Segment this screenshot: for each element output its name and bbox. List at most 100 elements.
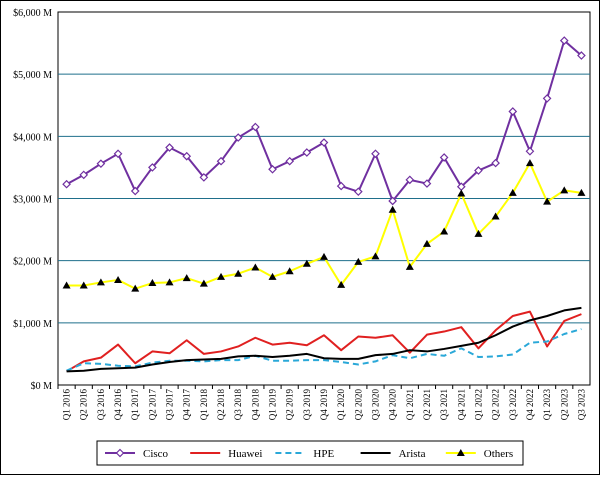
x-tick-label: Q3 2022 bbox=[508, 389, 518, 420]
x-tick-label: Q4 2019 bbox=[319, 389, 329, 421]
data-point bbox=[268, 164, 277, 174]
data-point bbox=[96, 278, 105, 286]
x-tick-label: Q1 2021 bbox=[405, 389, 415, 420]
legend-marker bbox=[456, 449, 465, 456]
data-point bbox=[542, 94, 552, 103]
data-point bbox=[543, 197, 552, 205]
data-point bbox=[268, 272, 277, 280]
data-point bbox=[388, 205, 397, 213]
legend-label: Others bbox=[484, 448, 513, 460]
x-tick-label: Q1 2023 bbox=[542, 389, 552, 421]
y-tick-label: $0 M bbox=[31, 381, 53, 392]
data-point bbox=[422, 179, 432, 188]
x-tick-label: Q1 2018 bbox=[199, 389, 209, 421]
data-point bbox=[79, 170, 89, 180]
data-point bbox=[233, 133, 243, 142]
x-tick-label: Q3 2021 bbox=[439, 389, 449, 420]
data-point bbox=[217, 272, 226, 280]
data-point bbox=[525, 146, 535, 156]
data-point bbox=[440, 227, 449, 235]
x-tick-label: Q3 2016 bbox=[96, 389, 106, 421]
x-tick-label: Q3 2018 bbox=[233, 389, 243, 421]
series-layer bbox=[62, 36, 586, 373]
axis-layer: $0 M $1,000 M $2,000 M $3,000 M $4,000 M $5,0… bbox=[13, 8, 586, 420]
data-point bbox=[320, 252, 328, 260]
data-point bbox=[354, 257, 363, 265]
data-point bbox=[148, 279, 157, 287]
y-tick-label: $4,000 M bbox=[13, 132, 52, 143]
legend-label: Cisco bbox=[143, 448, 169, 460]
legend-item-arista: Arista bbox=[360, 448, 426, 460]
series-line-huawei bbox=[66, 310, 582, 373]
data-point bbox=[560, 186, 569, 194]
data-point bbox=[577, 51, 586, 60]
data-point bbox=[474, 166, 483, 175]
x-tick-label: Q2 2022 bbox=[491, 389, 501, 420]
data-point bbox=[113, 149, 123, 159]
data-point bbox=[371, 252, 380, 260]
data-point bbox=[508, 188, 517, 196]
data-point bbox=[251, 263, 260, 271]
legend-marker bbox=[115, 448, 125, 458]
series-arista bbox=[66, 306, 582, 373]
data-point bbox=[62, 281, 71, 289]
data-point bbox=[199, 279, 208, 287]
data-point bbox=[165, 143, 174, 152]
x-tick-label: Q3 2019 bbox=[302, 389, 312, 421]
data-point bbox=[148, 163, 157, 172]
data-point bbox=[165, 278, 174, 286]
legend-item-huawei: Huawei bbox=[190, 448, 262, 460]
data-point bbox=[525, 159, 534, 167]
legend-label: HPE bbox=[313, 448, 334, 460]
data-point bbox=[388, 196, 397, 206]
data-point bbox=[405, 262, 414, 270]
data-point bbox=[182, 151, 192, 161]
data-point bbox=[457, 189, 466, 197]
data-point bbox=[439, 153, 449, 162]
x-tick-label: Q2 2021 bbox=[422, 389, 432, 420]
x-tick-label: Q3 2017 bbox=[165, 389, 175, 421]
x-tick-label: Q2 2016 bbox=[79, 389, 89, 421]
series-others bbox=[62, 159, 586, 292]
legend-label: Huawei bbox=[228, 448, 262, 460]
data-point bbox=[302, 259, 311, 267]
data-point bbox=[114, 275, 123, 283]
x-tick-label: Q1 2019 bbox=[268, 389, 278, 421]
data-point bbox=[559, 36, 569, 45]
x-tick-label: Q2 2023 bbox=[559, 389, 569, 421]
x-tick-label: Q3 2023 bbox=[576, 389, 586, 421]
x-tick-label: Q4 2020 bbox=[388, 389, 398, 421]
legend-item-hpe: HPE bbox=[275, 448, 334, 460]
data-point bbox=[577, 188, 586, 196]
data-point bbox=[405, 175, 415, 185]
data-point bbox=[491, 158, 500, 168]
series-huawei bbox=[66, 310, 582, 373]
data-point bbox=[131, 284, 140, 292]
data-point bbox=[319, 138, 329, 147]
data-point bbox=[285, 267, 294, 275]
series-line-arista bbox=[66, 306, 582, 373]
data-point bbox=[251, 122, 260, 132]
y-tick-label: $5,000 M bbox=[13, 70, 52, 81]
x-tick-label: Q1 2017 bbox=[130, 389, 140, 421]
legend-label: Arista bbox=[399, 448, 426, 460]
data-point bbox=[353, 187, 363, 197]
data-point bbox=[336, 181, 346, 191]
data-point bbox=[491, 212, 500, 220]
data-point bbox=[371, 149, 380, 159]
data-point bbox=[62, 179, 71, 189]
series-hpe bbox=[66, 328, 582, 372]
series-line-hpe bbox=[66, 328, 582, 372]
y-tick-label: $2,000 M bbox=[13, 257, 52, 268]
y-tick-label: $3,000 M bbox=[13, 195, 52, 206]
x-tick-label: Q4 2017 bbox=[182, 389, 192, 421]
x-tick-label: Q3 2020 bbox=[370, 389, 380, 421]
x-tick-label: Q4 2016 bbox=[113, 389, 123, 421]
data-point bbox=[199, 173, 209, 182]
data-point bbox=[182, 274, 191, 282]
x-tick-label: Q1 2020 bbox=[336, 389, 346, 421]
data-point bbox=[96, 159, 106, 169]
